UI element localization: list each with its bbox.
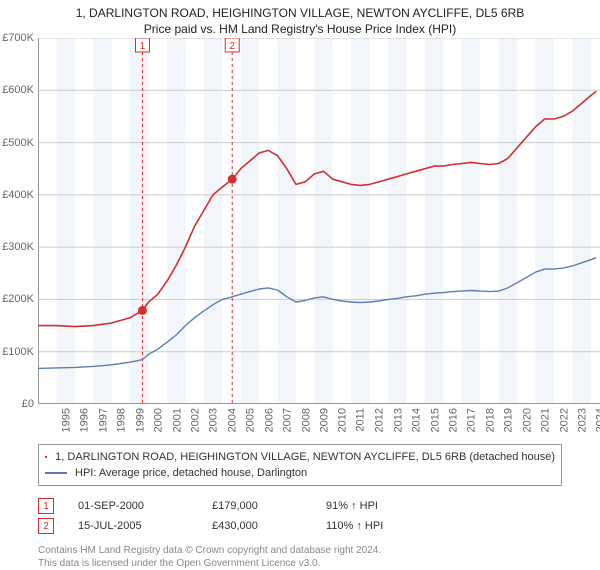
x-tick-label: 2020	[521, 408, 533, 432]
legend-swatch-property	[45, 456, 47, 458]
legend-label-hpi: HPI: Average price, detached house, Darl…	[75, 467, 307, 479]
x-tick-label: 2013	[392, 408, 404, 432]
x-tick-label: 1998	[116, 408, 128, 432]
event-row: 1 01-SEP-2000 £179,000 91% ↑ HPI	[38, 496, 562, 516]
footer-attribution: Contains HM Land Registry data © Crown c…	[38, 544, 562, 570]
y-tick-label: £100K	[0, 346, 34, 358]
chart-svg: 12	[38, 38, 600, 404]
y-tick-label: £600K	[0, 84, 34, 96]
event-marker-1: 1	[38, 498, 54, 514]
x-tick-label: 2005	[245, 408, 257, 432]
x-tick-label: 2017	[466, 408, 478, 432]
chart-titles: 1, DARLINGTON ROAD, HEIGHINGTON VILLAGE,…	[0, 0, 600, 38]
x-tick-label: 2016	[447, 408, 459, 432]
legend-box: 1, DARLINGTON ROAD, HEIGHINGTON VILLAGE,…	[38, 444, 562, 486]
y-tick-label: £400K	[0, 189, 34, 201]
x-tick-label: 1997	[97, 408, 109, 432]
x-tick-label: 2021	[540, 408, 552, 432]
x-tick-label: 2003	[208, 408, 220, 432]
event-pct-2: 110% ↑ HPI	[326, 520, 383, 532]
legend-label-property: 1, DARLINGTON ROAD, HEIGHINGTON VILLAGE,…	[55, 451, 555, 463]
x-tick-label: 2010	[337, 408, 349, 432]
x-tick-label: 2001	[171, 408, 183, 432]
legend-swatch-hpi	[45, 472, 67, 474]
event-pct-1: 91% ↑ HPI	[326, 500, 378, 512]
x-tick-label: 1996	[79, 408, 91, 432]
title-line-2: Price paid vs. HM Land Registry's House …	[10, 22, 590, 36]
y-tick-label: £700K	[0, 32, 34, 44]
y-tick-label: £0	[0, 398, 34, 410]
event-date-1: 01-SEP-2000	[78, 500, 188, 512]
footer-line-2: This data is licensed under the Open Gov…	[38, 557, 562, 570]
x-tick-label: 2002	[189, 408, 201, 432]
x-tick-label: 1999	[134, 408, 146, 432]
x-tick-label: 2024	[595, 408, 600, 432]
x-tick-label: 2009	[318, 408, 330, 432]
y-tick-label: £500K	[0, 137, 34, 149]
x-tick-label: 2022	[558, 408, 570, 432]
event-marker-2: 2	[38, 518, 54, 534]
event-price-1: £179,000	[212, 500, 302, 512]
x-tick-label: 2019	[503, 408, 515, 432]
footer-line-1: Contains HM Land Registry data © Crown c…	[38, 544, 562, 557]
x-tick-label: 2014	[411, 408, 423, 432]
price-chart: 12 £0£100K£200K£300K£400K£500K£600K£700K…	[38, 38, 600, 404]
x-tick-label: 2004	[226, 408, 238, 432]
x-tick-label: 2011	[354, 408, 366, 432]
event-date-2: 15-JUL-2005	[78, 520, 188, 532]
x-tick-label: 2012	[374, 408, 386, 432]
x-tick-label: 2023	[576, 408, 588, 432]
title-line-1: 1, DARLINGTON ROAD, HEIGHINGTON VILLAGE,…	[10, 6, 590, 20]
x-tick-label: 2006	[263, 408, 275, 432]
svg-text:1: 1	[140, 41, 146, 52]
x-tick-label: 1995	[60, 408, 72, 432]
x-tick-label: 2007	[282, 408, 294, 432]
x-tick-label: 2008	[300, 408, 312, 432]
x-tick-label: 2015	[429, 408, 441, 432]
x-tick-label: 2000	[153, 408, 165, 432]
event-price-2: £430,000	[212, 520, 302, 532]
y-tick-label: £300K	[0, 241, 34, 253]
svg-text:2: 2	[229, 41, 235, 52]
x-tick-label: 2018	[484, 408, 496, 432]
event-row: 2 15-JUL-2005 £430,000 110% ↑ HPI	[38, 516, 562, 536]
event-table: 1 01-SEP-2000 £179,000 91% ↑ HPI 2 15-JU…	[38, 496, 562, 536]
y-tick-label: £200K	[0, 293, 34, 305]
